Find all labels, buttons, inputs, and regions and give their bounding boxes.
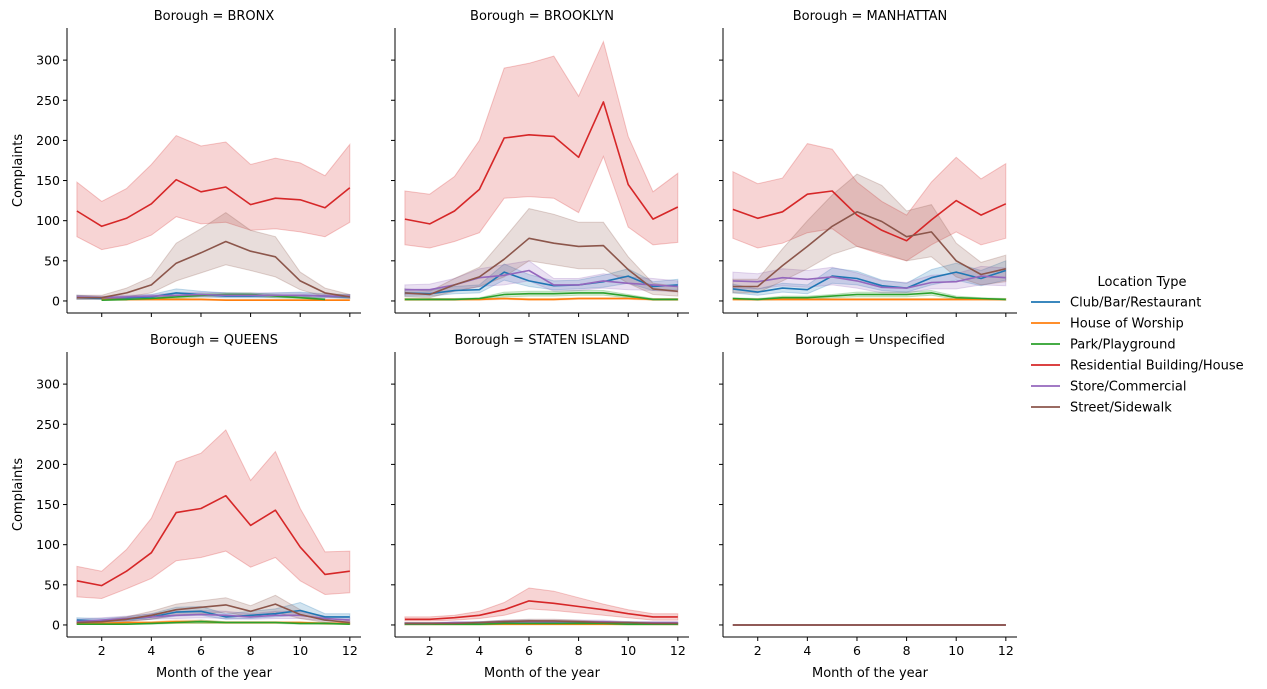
series-line-store-commercial	[732, 275, 1006, 289]
y-axis-label: Complaints	[11, 134, 26, 207]
legend-item-park-playground: Park/Playground	[1031, 338, 1176, 353]
series-line-club-bar-restaurant	[404, 271, 678, 295]
ci-band-club-bar-restaurant	[404, 263, 679, 297]
panel-borough-bronx: Borough = BRONX 0 50 100 150 200 250 300 Complai…	[11, 9, 361, 317]
y-tick-label: 100	[36, 213, 60, 228]
x-tick-label: 2	[98, 643, 106, 658]
series-line-residential-building-house	[732, 190, 1007, 242]
series-line-residential-building-house	[404, 600, 678, 621]
series-line-store-commercial	[76, 293, 350, 299]
legend: Location Type Club/Bar/Restaurant House of…	[1031, 275, 1244, 416]
y-tick-label: 200	[36, 457, 60, 472]
legend-title: Location Type	[1098, 275, 1187, 290]
x-tick-label: 12	[342, 643, 358, 658]
x-tick-label: 12	[998, 643, 1014, 658]
panel-borough-staten-island: Borough = STATEN ISLAND 2 4 6 8 10 12 Month of …	[391, 333, 689, 681]
x-tick-label: 2	[754, 643, 762, 658]
legend-label: Store/Commercial	[1070, 380, 1187, 395]
series-line-residential-building-house	[76, 178, 351, 228]
x-axis-label: Month of the year	[812, 666, 929, 681]
x-tick-label: 6	[525, 643, 533, 658]
legend-item-residential-building-house: Residential Building/House	[1031, 359, 1244, 374]
ci-band-store-commercial	[732, 265, 1007, 294]
ci-band-street-sidewalk	[76, 211, 351, 300]
series-line-park-playground	[404, 292, 678, 301]
x-axis-label: Month of the year	[484, 666, 601, 681]
x-tick-label: 8	[247, 643, 255, 658]
y-tick-label: 150	[36, 497, 60, 512]
panel-title: Borough = MANHATTAN	[793, 9, 948, 24]
series-line-residential-building-house	[76, 494, 350, 587]
panel-title: Borough = BROOKLYN	[470, 9, 614, 24]
legend-item-club-bar-restaurant: Club/Bar/Restaurant	[1031, 296, 1201, 311]
x-tick-label: 6	[197, 643, 205, 658]
y-tick-label: 100	[36, 537, 60, 552]
ci-band-street-sidewalk	[732, 173, 1007, 294]
y-tick-label: 150	[36, 173, 60, 188]
series-line-street-sidewalk	[404, 237, 678, 296]
x-tick-label: 10	[620, 643, 636, 658]
series-line-park-playground	[732, 292, 1006, 301]
panel-borough-manhattan: Borough = MANHATTAN	[719, 9, 1017, 317]
x-tick-label: 8	[575, 643, 583, 658]
ci-band-residential-building-house	[76, 429, 351, 600]
x-tick-label: 10	[948, 643, 964, 658]
series-line-street-sidewalk	[76, 603, 350, 624]
y-tick-label: 250	[36, 93, 60, 108]
x-tick-label: 2	[426, 643, 434, 658]
series-line-park-playground	[76, 620, 350, 626]
y-tick-label: 0	[52, 617, 60, 632]
legend-item-street-sidewalk: Street/Sidewalk	[1031, 401, 1172, 416]
y-tick-label: 300	[36, 53, 60, 68]
y-tick-label: 250	[36, 417, 60, 432]
x-tick-label: 6	[853, 643, 861, 658]
x-tick-label: 4	[147, 643, 155, 658]
legend-item-store-commercial: Store/Commercial	[1031, 380, 1187, 395]
panel-title: Borough = STATEN ISLAND	[454, 333, 629, 348]
series-line-street-sidewalk	[76, 240, 350, 299]
panel-title: Borough = BRONX	[154, 9, 275, 24]
legend-label: House of Worship	[1070, 317, 1184, 332]
series-line-residential-building-house	[404, 101, 679, 225]
legend-label: Street/Sidewalk	[1070, 401, 1172, 416]
x-axis-label: Month of the year	[156, 666, 273, 681]
legend-label: Park/Playground	[1070, 338, 1176, 353]
panel-borough-unspecified: Borough = Unspecified 2 4 6 8 10 12 Month of th…	[719, 333, 1017, 681]
ci-band-residential-building-house	[732, 143, 1007, 262]
ci-band-residential-building-house	[76, 134, 351, 251]
x-tick-label: 4	[803, 643, 811, 658]
panel-borough-brooklyn: Borough = BROOKLYN	[391, 9, 689, 317]
x-tick-label: 12	[670, 643, 686, 658]
ci-band-residential-building-house	[404, 40, 679, 249]
y-tick-label: 0	[52, 293, 60, 308]
y-tick-label: 300	[36, 377, 60, 392]
x-tick-label: 8	[903, 643, 911, 658]
y-tick-label: 50	[44, 253, 60, 268]
ci-band-street-sidewalk	[404, 208, 679, 299]
legend-item-house-of-worship: House of Worship	[1031, 317, 1184, 332]
legend-label: Residential Building/House	[1070, 359, 1244, 374]
y-tick-label: 50	[44, 577, 60, 592]
ci-band-club-bar-restaurant	[732, 260, 1007, 296]
series-line-club-bar-restaurant	[732, 269, 1007, 293]
y-tick-label: 200	[36, 133, 60, 148]
ci-band-residential-building-house	[404, 587, 679, 622]
y-axis-label: Complaints	[11, 458, 26, 531]
series-line-street-sidewalk	[732, 211, 1006, 288]
x-tick-label: 10	[292, 643, 308, 658]
x-tick-label: 4	[475, 643, 483, 658]
panel-title: Borough = Unspecified	[795, 333, 945, 348]
panel-title: Borough = QUEENS	[150, 333, 278, 348]
series-line-street-sidewalk	[404, 620, 678, 625]
legend-label: Club/Bar/Restaurant	[1070, 296, 1201, 311]
panel-borough-queens: Borough = QUEENS 2 4 6 8 10 12 0 50 100 150 200 250 3…	[11, 333, 361, 681]
